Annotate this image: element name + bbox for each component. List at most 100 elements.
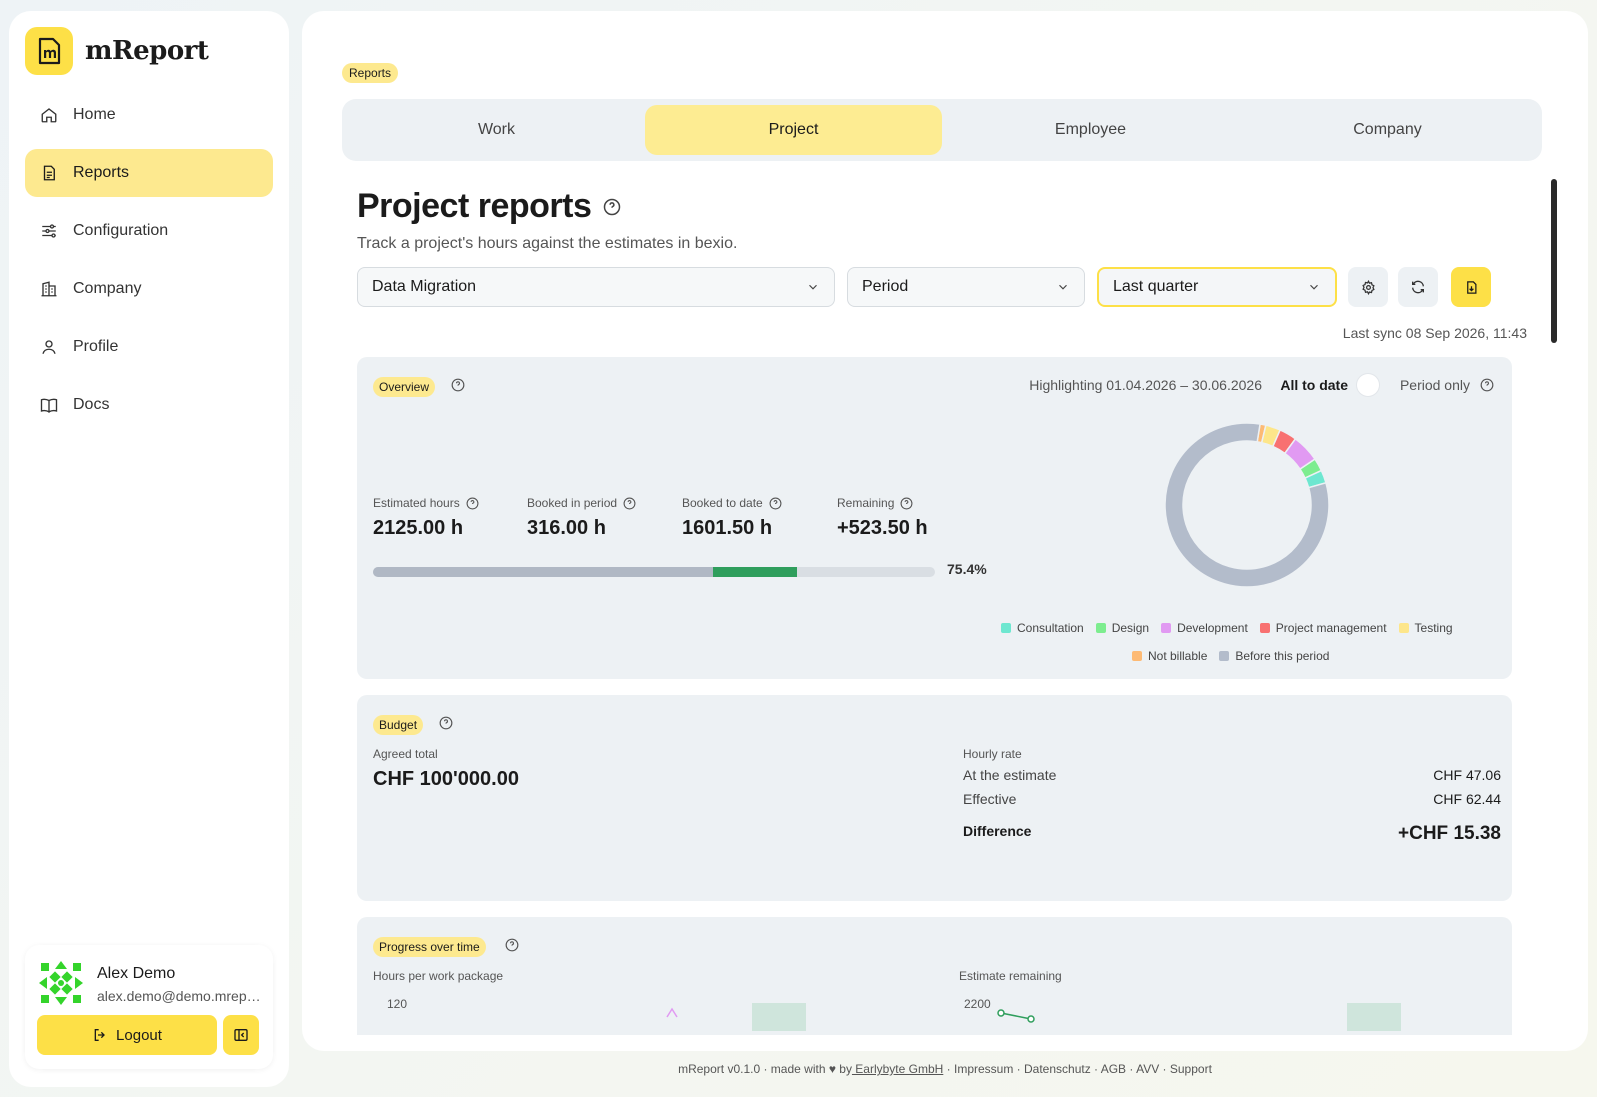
user-card: Alex Demo alex.demo@demo.mreport.ch Logo… <box>25 945 273 1069</box>
chevron-down-icon <box>1307 280 1321 294</box>
mode-select-value: Period <box>862 278 909 295</box>
help-icon[interactable] <box>1480 378 1494 392</box>
settings-button[interactable] <box>1348 267 1388 307</box>
sidebar-item-label: Company <box>73 280 142 297</box>
export-button[interactable] <box>1451 267 1491 307</box>
help-icon[interactable] <box>505 938 519 952</box>
legend-swatch <box>1132 651 1142 661</box>
sidebar-item-company[interactable]: Company <box>25 265 273 313</box>
page-title-text: Project reports <box>357 187 592 225</box>
stat-remaining-value: +523.50 h <box>837 517 928 539</box>
point-mark <box>997 1009 1005 1017</box>
footer-prefix: mReport v0.1.0 · made with ♥ by <box>678 1062 852 1076</box>
sidebar-item-label: Reports <box>73 164 130 181</box>
estimate-chart-preview <box>997 1003 1401 1031</box>
sidebar-nav: Home Reports Configuration Company Profi… <box>25 91 273 439</box>
help-icon <box>769 497 782 509</box>
legend-item-development[interactable]: Development <box>1161 621 1248 635</box>
help-icon <box>623 497 636 509</box>
hours-progress-bar <box>373 567 935 577</box>
sidebar-item-reports[interactable]: Reports <box>25 149 273 197</box>
sidebar-item-profile[interactable]: Profile <box>25 323 273 371</box>
file-download-icon <box>1464 280 1479 295</box>
legend-swatch <box>1161 623 1172 633</box>
donut-slice-before-this-period[interactable] <box>1164 422 1330 588</box>
legend-swatch <box>1259 623 1270 633</box>
main-panel: Reports Work Project Employee Company Pr… <box>302 11 1588 1051</box>
panel-collapse-icon <box>233 1027 249 1043</box>
footer-link-datenschutz[interactable]: Datenschutz <box>1024 1062 1091 1076</box>
gear-icon <box>1361 279 1376 295</box>
y-axis-tick: 120 <box>387 997 408 1011</box>
legend-item-not-billable[interactable]: Not billable <box>1132 649 1207 663</box>
tab-employee[interactable]: Employee <box>1054 121 1127 138</box>
progress-over-time-card: Progress over time Hours per work packag… <box>357 917 1512 1035</box>
sidebar-item-home[interactable]: Home <box>25 91 273 139</box>
footer-link-impressum[interactable]: Impressum <box>953 1062 1014 1076</box>
legend-swatch <box>1219 651 1230 661</box>
progress-percent: 75.4% <box>947 561 987 577</box>
legend-item-design[interactable]: Design <box>1095 621 1149 635</box>
sidebar-item-label: Docs <box>73 396 110 413</box>
user-name: Alex Demo <box>97 965 176 982</box>
tab-work[interactable]: Work <box>477 121 516 138</box>
line-mark <box>1000 1012 1032 1020</box>
footer-company-link[interactable]: Earlybyte GmbH <box>851 1062 944 1076</box>
stat-estimated-label: Estimated hours <box>373 496 479 510</box>
hourly-rate-label: Hourly rate <box>963 747 1022 761</box>
legend-swatch <box>1001 623 1011 633</box>
help-icon[interactable] <box>451 378 465 392</box>
logout-label: Logout <box>116 1026 162 1044</box>
budget-badge: Budget <box>373 715 424 735</box>
progress-badge: Progress over time <box>373 937 486 957</box>
logout-button[interactable]: Logout <box>37 1015 217 1055</box>
refresh-button[interactable] <box>1398 267 1438 307</box>
sidebar-item-label: Profile <box>73 338 119 355</box>
logo-icon <box>25 27 73 75</box>
footer: mReport v0.1.0 · made with ♥ by Earlybyt… <box>678 1062 1212 1076</box>
footer-link-support[interactable]: Support <box>1169 1062 1212 1076</box>
hours-chart-preview <box>666 1003 806 1031</box>
rate-row-label: At the estimate <box>963 767 1057 783</box>
mode-select[interactable]: Period <box>847 267 1085 307</box>
rate-row-estimate: At the estimate CHF 47.06 <box>963 767 1501 783</box>
legend-item-project-management[interactable]: Project management <box>1259 621 1387 635</box>
footer-link-agb[interactable]: AGB <box>1100 1062 1127 1076</box>
scrollbar[interactable] <box>1551 179 1557 343</box>
tab-company[interactable]: Company <box>1353 121 1422 138</box>
rate-row-effective: Effective CHF 62.44 <box>963 791 1501 807</box>
legend-item-consultation[interactable]: Consultation <box>1001 621 1084 635</box>
stat-booked-date-value: 1601.50 h <box>682 517 773 539</box>
rate-row-label: Effective <box>963 791 1017 807</box>
help-icon <box>900 497 913 509</box>
avatar <box>37 959 85 1007</box>
sidebar-item-label: Configuration <box>73 222 169 239</box>
difference-value: +CHF 15.38 <box>1398 823 1501 844</box>
project-select[interactable]: Data Migration <box>357 267 835 307</box>
progress-before-segment <box>373 567 713 577</box>
legend-item-testing[interactable]: Testing <box>1398 621 1453 635</box>
book-icon <box>39 395 59 415</box>
period-toggle[interactable] <box>1357 374 1379 396</box>
sidebar-item-label: Home <box>73 106 116 123</box>
hours-per-package-label: Hours per work package <box>373 969 504 983</box>
point-mark <box>1027 1015 1035 1023</box>
footer-link-avv[interactable]: AVV <box>1136 1062 1160 1076</box>
collapse-sidebar-button[interactable] <box>223 1015 259 1055</box>
sidebar-item-docs[interactable]: Docs <box>25 381 273 429</box>
bar-mark <box>1347 1003 1401 1031</box>
tab-project[interactable]: Project <box>645 105 942 155</box>
sidebar-item-configuration[interactable]: Configuration <box>25 207 273 255</box>
app-name: mReport <box>85 36 209 66</box>
range-select[interactable]: Last quarter <box>1097 267 1337 307</box>
help-icon[interactable] <box>603 198 621 216</box>
legend-item-before-period[interactable]: Before this period <box>1219 649 1329 663</box>
breadcrumb: Reports <box>342 63 399 83</box>
rate-row-value: CHF 62.44 <box>1433 791 1501 807</box>
rate-row-value: CHF 47.06 <box>1433 767 1501 783</box>
app-logo[interactable]: mReport <box>25 27 209 75</box>
highlight-range: Highlighting 01.04.2026 – 30.06.2026 <box>1029 377 1262 393</box>
agreed-total-label: Agreed total <box>373 747 438 761</box>
help-icon[interactable] <box>439 716 453 730</box>
chevron-down-icon <box>806 280 820 294</box>
